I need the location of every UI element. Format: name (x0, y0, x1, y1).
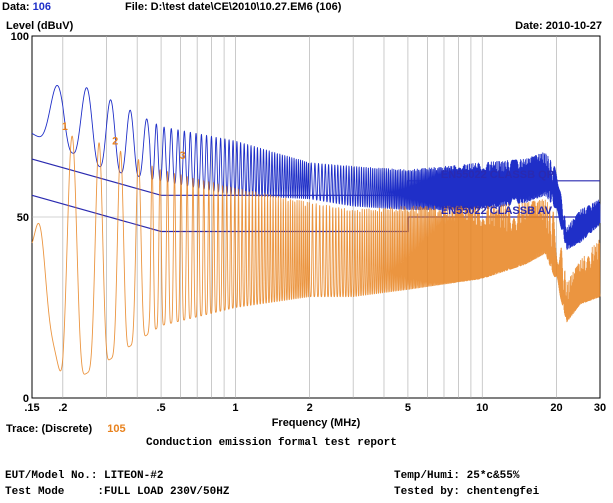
y-tick-label: 100 (11, 31, 29, 43)
trace-value: 105 (107, 423, 126, 435)
limit-label: EN55022 CLASSB QP (441, 169, 554, 181)
level-label: Level (dBuV) (6, 20, 74, 32)
x-tick-label: .2 (58, 402, 67, 414)
qp-trace-line (31, 84, 601, 250)
marker-label: 3 (180, 150, 186, 162)
y-tick-label: 50 (17, 212, 29, 224)
file-path: File: D:\test date\CE\2010\10.27.EM6 (10… (125, 1, 342, 13)
x-tick-label: .5 (156, 402, 165, 414)
marker-label: 1 (62, 121, 68, 133)
av-trace-line (31, 135, 601, 375)
marker-label: 2 (112, 136, 118, 148)
traces (31, 84, 601, 375)
x-tick-label: .15 (24, 402, 39, 414)
temp-humi: Temp/Humi: 25*c&55% (394, 470, 520, 482)
chart-labels: .15 .2 .5 1 2 5 10 20 30 0 50 100 EN55022 CLASSB QP E… (11, 31, 606, 414)
y-tick-label: 0 (23, 393, 29, 405)
test-mode: Test Mode :FULL LOAD 230V/50HZ (5, 486, 230, 498)
data-label: Data: 106 (2, 1, 51, 13)
x-tick-label: 1 (232, 402, 238, 414)
x-axis-label: Frequency (MHz) (272, 417, 361, 429)
test-date: Date: 2010-10-27 (515, 20, 602, 32)
x-tick-label: 10 (476, 402, 488, 414)
tested-by: Tested by: chentengfei (394, 486, 540, 498)
data-value: 106 (32, 1, 51, 13)
eut-model: EUT/Model No.: LITEON-#2 (5, 470, 164, 482)
emission-chart: .15 .2 .5 1 2 5 10 20 30 0 50 100 EN55022 CLASSB QP E… (11, 31, 606, 429)
limit-label: EN55022 CLASSB AV (441, 205, 553, 217)
x-tick-label: 2 (307, 402, 313, 414)
trace-label: Trace: (Discrete) 105 (6, 423, 126, 435)
x-tick-label: 20 (550, 402, 562, 414)
x-tick-label: 30 (594, 402, 606, 414)
report-title: Conduction emission formal test report (146, 437, 397, 449)
x-tick-label: 5 (405, 402, 411, 414)
